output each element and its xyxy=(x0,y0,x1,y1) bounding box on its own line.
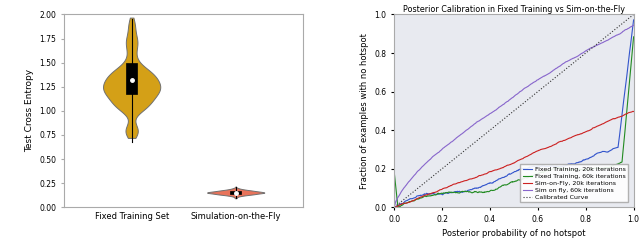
Fixed Training, 20k iterations xyxy=(390,206,398,209)
Bar xyxy=(126,63,138,94)
Legend: Fixed Training, 20k iterations, Fixed Training, 60k iterations, Sim-on-Fly, 20k : Fixed Training, 20k iterations, Fixed Tr… xyxy=(520,164,628,202)
Sim on fly, 60k iterations xyxy=(390,206,398,209)
Fixed Training, 20k iterations xyxy=(550,165,558,168)
Y-axis label: Fraction of examples with no hotspot: Fraction of examples with no hotspot xyxy=(360,33,369,189)
Sim on fly, 60k iterations xyxy=(433,152,440,155)
Line: Sim-on-Fly, 20k iterations: Sim-on-Fly, 20k iterations xyxy=(394,111,634,207)
Fixed Training, 20k iterations xyxy=(531,165,539,168)
Sim on fly, 60k iterations xyxy=(499,104,506,107)
Fixed Training, 20k iterations xyxy=(452,190,460,193)
Calibrated Curve xyxy=(433,172,440,174)
Sim-on-Fly, 20k iterations xyxy=(452,182,460,185)
Sim-on-Fly, 20k iterations xyxy=(630,110,637,113)
Fixed Training, 60k iterations xyxy=(532,173,540,176)
Sim-on-Fly, 20k iterations xyxy=(499,166,506,169)
Fixed Training, 20k iterations xyxy=(433,193,440,196)
Fixed Training, 60k iterations xyxy=(571,168,579,171)
Sim-on-Fly, 20k iterations xyxy=(629,110,637,113)
Fixed Training, 20k iterations xyxy=(630,19,637,21)
X-axis label: Posterior probability of no hotspot: Posterior probability of no hotspot xyxy=(442,229,586,238)
Fixed Training, 60k iterations xyxy=(452,191,460,194)
Sim-on-Fly, 20k iterations xyxy=(433,190,440,193)
Calibrated Curve xyxy=(531,92,539,95)
Fixed Training, 60k iterations xyxy=(630,35,637,38)
Y-axis label: Test Cross Entropy: Test Cross Entropy xyxy=(25,69,34,152)
Sim on fly, 60k iterations xyxy=(571,56,579,59)
Sim-on-Fly, 20k iterations xyxy=(550,143,558,146)
Sim-on-Fly, 20k iterations xyxy=(571,134,579,137)
Line: Fixed Training, 60k iterations: Fixed Training, 60k iterations xyxy=(394,37,634,207)
Calibrated Curve xyxy=(452,156,460,159)
Fixed Training, 20k iterations xyxy=(499,176,506,179)
Calibrated Curve xyxy=(630,13,637,16)
Sim on fly, 60k iterations xyxy=(452,137,460,140)
Line: Calibrated Curve: Calibrated Curve xyxy=(394,14,634,207)
Sim on fly, 60k iterations xyxy=(550,68,558,71)
Sim-on-Fly, 20k iterations xyxy=(390,206,398,209)
Fixed Training, 60k iterations xyxy=(394,205,402,208)
Fixed Training, 60k iterations xyxy=(499,184,507,187)
Calibrated Curve xyxy=(390,206,398,209)
Sim-on-Fly, 20k iterations xyxy=(531,150,539,153)
Title: Posterior Calibration in Fixed Training vs Sim-on-the-Fly: Posterior Calibration in Fixed Training … xyxy=(403,5,625,14)
Fixed Training, 60k iterations xyxy=(390,171,398,174)
Bar xyxy=(230,191,241,194)
Line: Sim on fly, 60k iterations: Sim on fly, 60k iterations xyxy=(394,25,634,207)
Fixed Training, 60k iterations xyxy=(550,167,558,169)
Sim on fly, 60k iterations xyxy=(630,24,637,27)
Calibrated Curve xyxy=(571,61,579,64)
Fixed Training, 60k iterations xyxy=(433,193,441,196)
Calibrated Curve xyxy=(499,119,506,121)
Sim on fly, 60k iterations xyxy=(531,80,539,83)
Calibrated Curve xyxy=(550,77,558,80)
Line: Fixed Training, 20k iterations: Fixed Training, 20k iterations xyxy=(394,20,634,207)
Fixed Training, 20k iterations xyxy=(571,162,579,165)
